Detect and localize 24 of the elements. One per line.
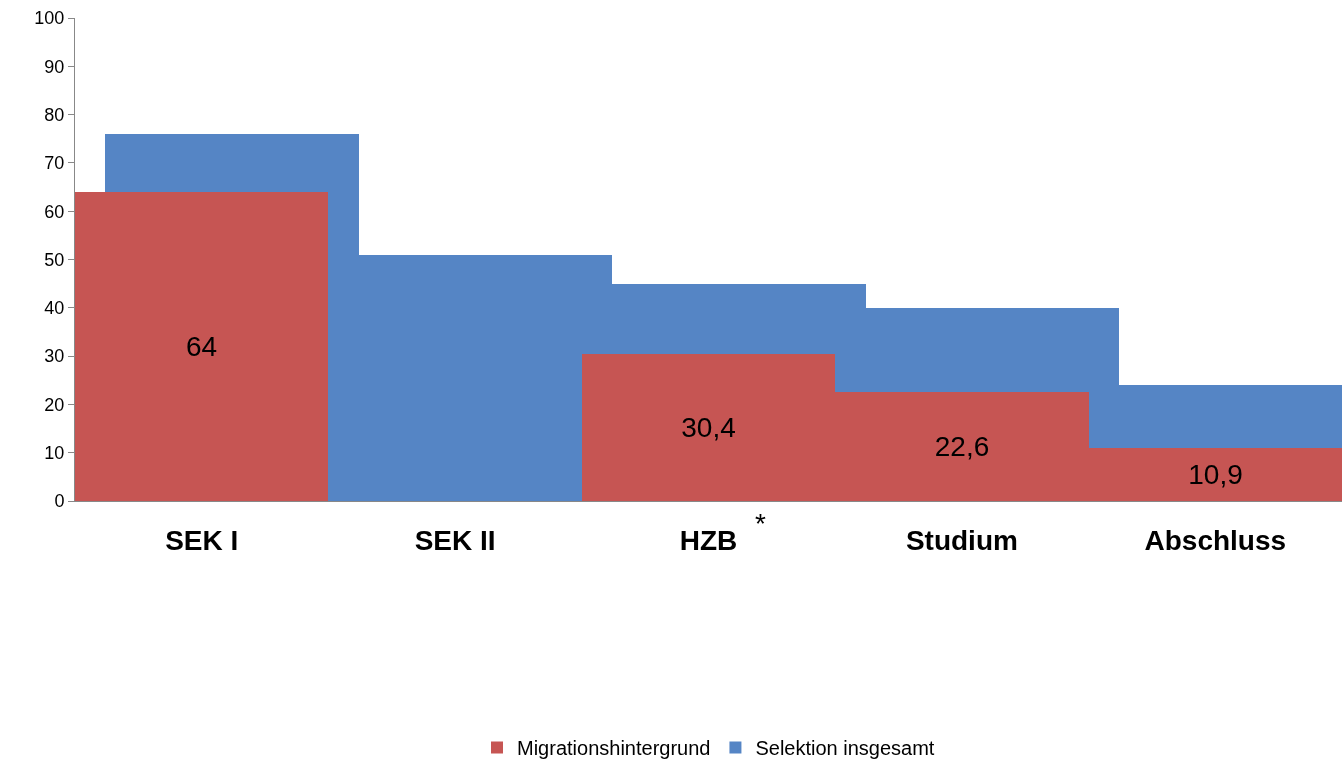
y-tick-label: 100: [34, 8, 65, 29]
text: *: [755, 508, 766, 539]
y-tick-label: 20: [44, 394, 65, 415]
data-label: 30,4: [681, 412, 736, 443]
x-tick-label: Abschluss: [1144, 524, 1287, 556]
data-label: 22,6: [934, 431, 990, 462]
data-label: 10,9: [1188, 459, 1243, 490]
x-tick-label: HZB: [679, 524, 738, 556]
y-tick-label: 90: [44, 56, 65, 77]
x-tick-label: Studium: [905, 524, 1018, 556]
legend-label: Migrationshintergrund: [517, 737, 711, 760]
y-tick-label: 60: [44, 201, 65, 222]
y-tick-label: 10: [44, 443, 65, 463]
data-label: 64: [185, 331, 218, 362]
x-tick-label: SEK I: [165, 524, 239, 556]
legend-label: Selektion insgesamt: [755, 737, 935, 760]
y-tick-label: 70: [44, 153, 65, 174]
x-tick-label: SEK II: [414, 524, 496, 556]
y-tick-label: 0: [54, 491, 65, 512]
y-tick-label: 80: [44, 104, 65, 125]
y-tick-label: 50: [44, 249, 65, 270]
bar: [75, 192, 328, 501]
y-tick-label: 40: [44, 298, 65, 319]
y-tick-label: 30: [44, 346, 65, 367]
